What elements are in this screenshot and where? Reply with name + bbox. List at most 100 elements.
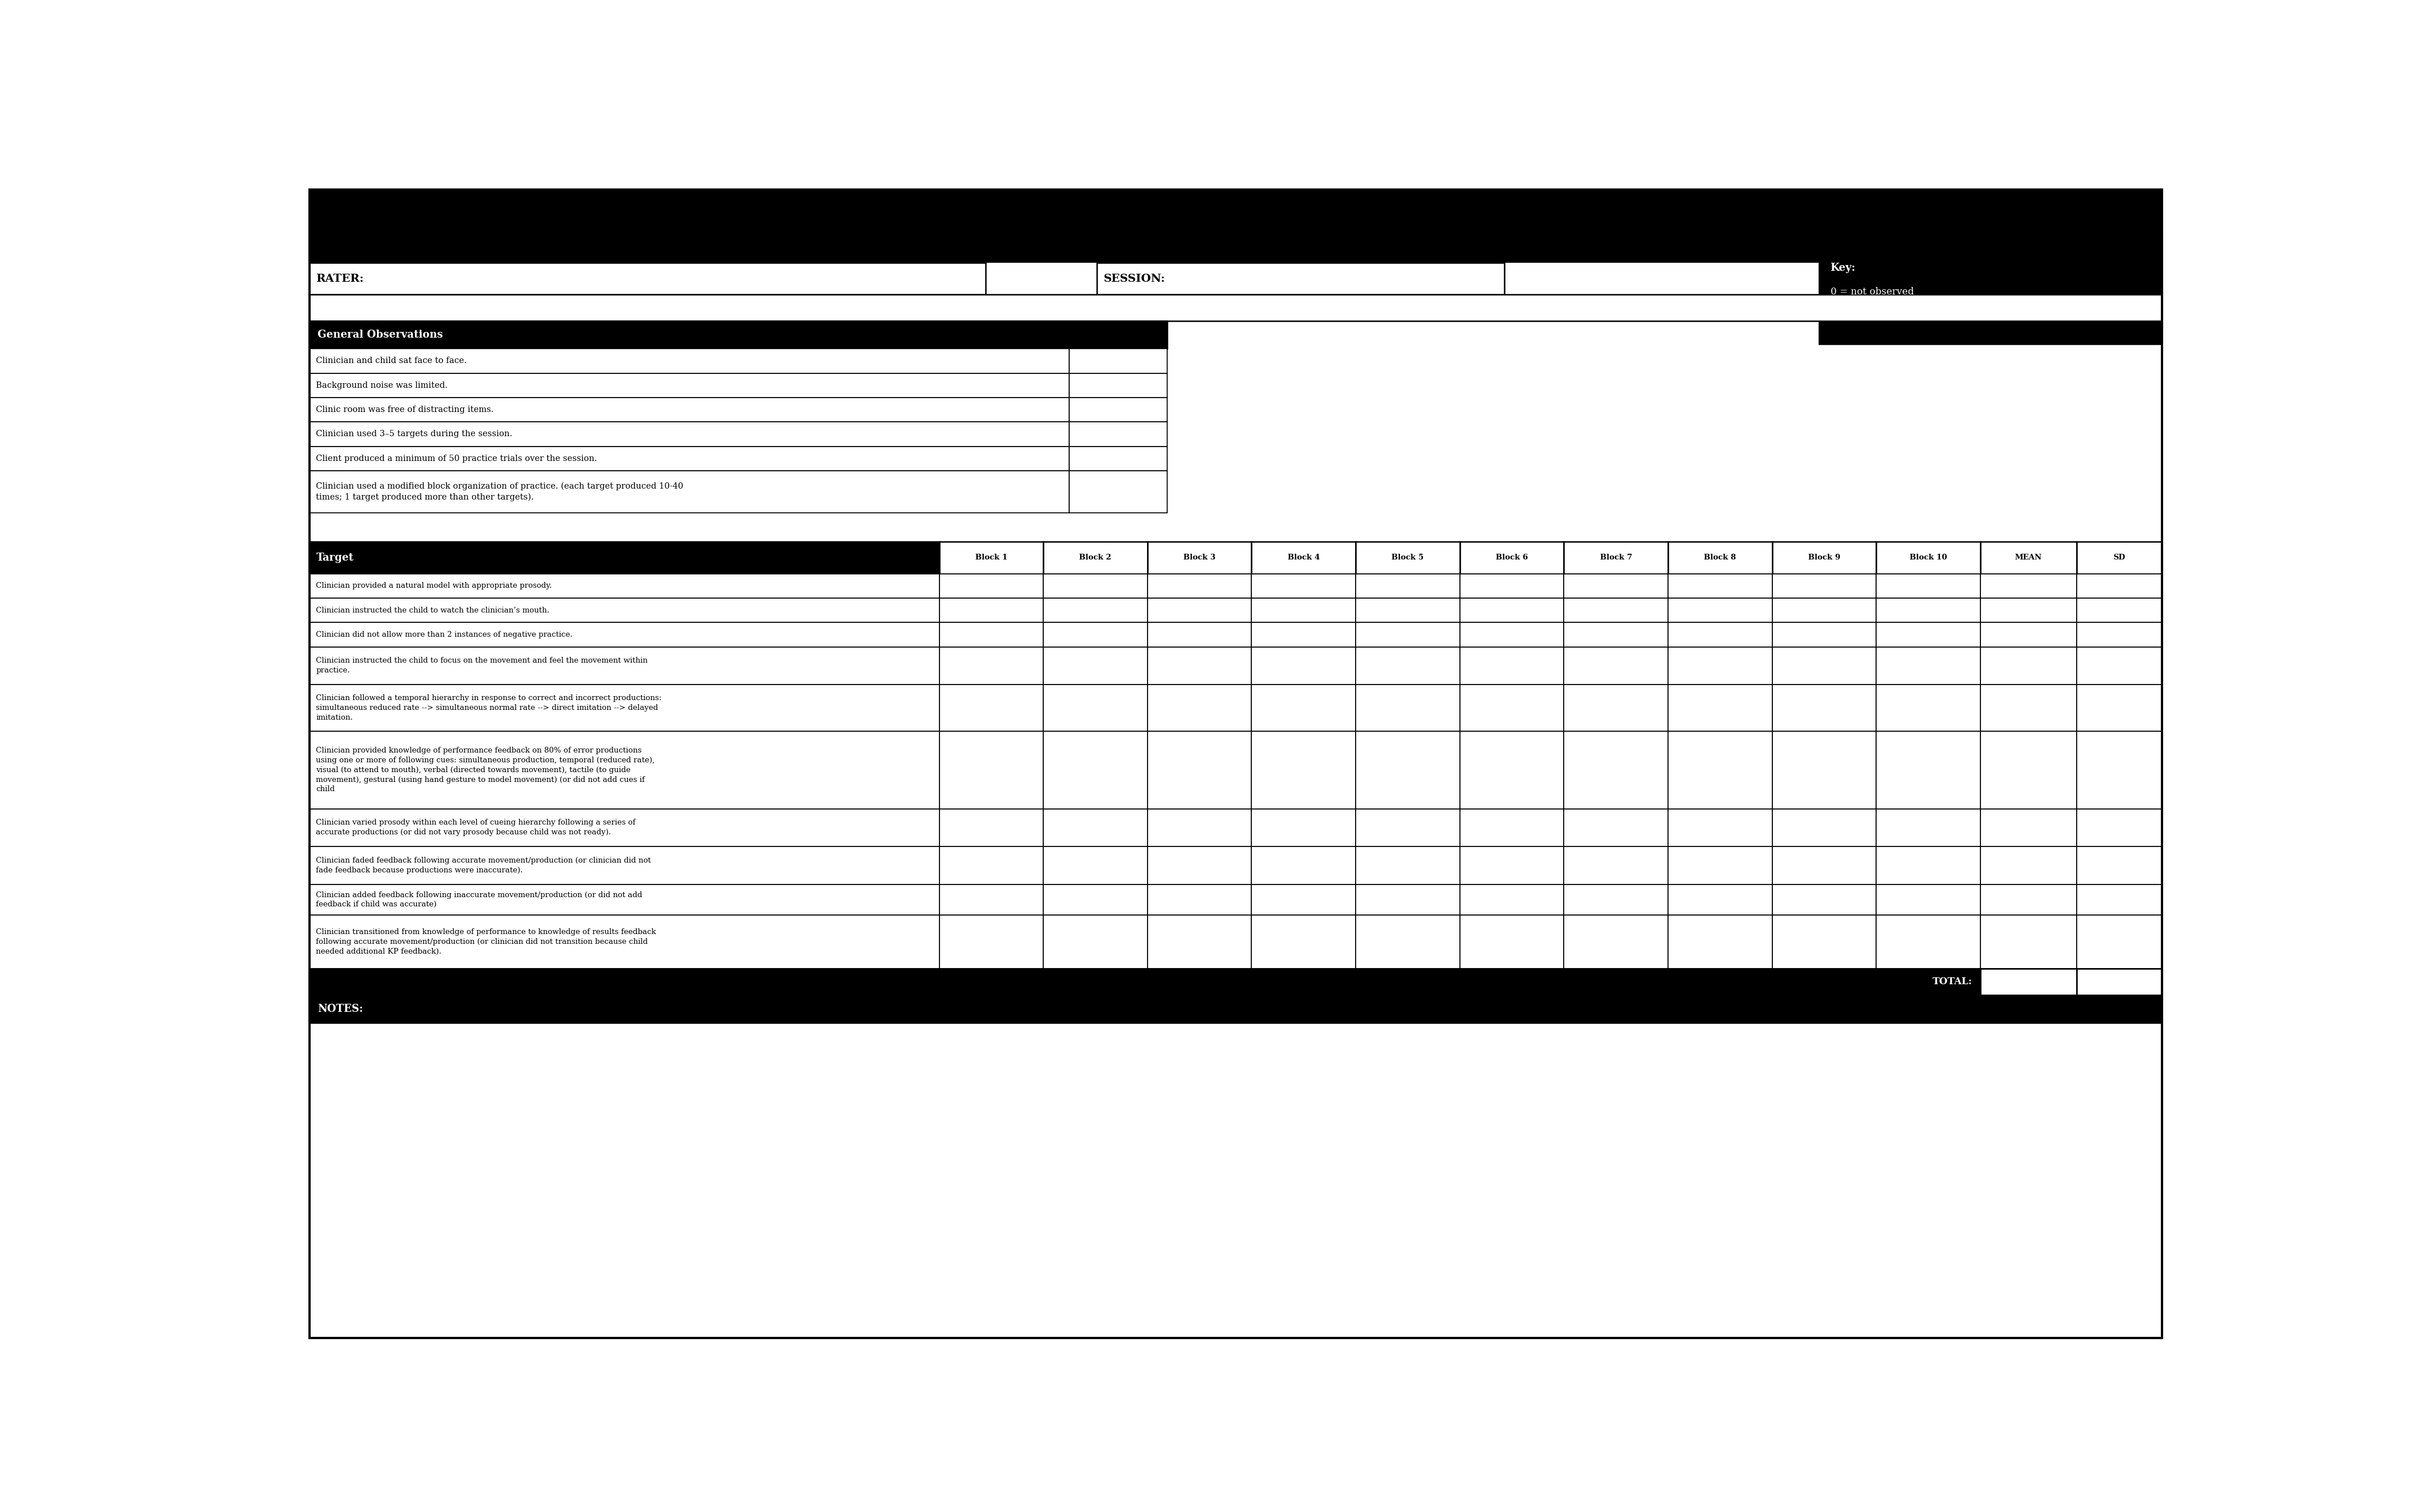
Bar xyxy=(1459,809,1565,847)
Bar xyxy=(1044,599,1148,623)
Bar xyxy=(1355,885,1459,915)
Bar xyxy=(1876,809,1979,847)
Bar xyxy=(940,599,1044,623)
Bar xyxy=(1355,599,1459,623)
Bar xyxy=(1148,573,1251,599)
Bar xyxy=(1459,732,1565,809)
Bar xyxy=(1355,573,1459,599)
Bar xyxy=(2076,915,2163,969)
Bar xyxy=(1820,231,2163,343)
Bar xyxy=(1772,732,1876,809)
Bar xyxy=(309,263,986,295)
Bar xyxy=(1068,398,1167,422)
Text: TOTAL:: TOTAL: xyxy=(1934,977,1972,987)
Bar xyxy=(1044,685,1148,732)
Bar xyxy=(1772,915,1876,969)
Text: Clinician varied prosody within each level of cueing hierarchy following a serie: Clinician varied prosody within each lev… xyxy=(316,820,637,836)
Bar xyxy=(1668,573,1772,599)
Text: 1 = observed: 1 = observed xyxy=(1830,311,1895,321)
Bar xyxy=(1565,599,1668,623)
Bar xyxy=(1668,885,1772,915)
Bar xyxy=(1044,885,1148,915)
Bar xyxy=(309,847,940,885)
Bar xyxy=(1772,647,1876,685)
Bar xyxy=(1772,809,1876,847)
Bar xyxy=(1148,623,1251,647)
Bar xyxy=(1251,809,1355,847)
Bar xyxy=(1251,885,1355,915)
Bar xyxy=(1148,732,1251,809)
Bar xyxy=(1668,685,1772,732)
Bar xyxy=(940,915,1044,969)
Text: MEAN: MEAN xyxy=(2016,553,2042,561)
Bar xyxy=(1565,623,1668,647)
Bar xyxy=(1565,732,1668,809)
Bar xyxy=(1876,573,1979,599)
Text: Clinician provided knowledge of performance feedback on 80% of error productions: Clinician provided knowledge of performa… xyxy=(316,747,656,794)
Bar xyxy=(309,885,940,915)
Bar xyxy=(2076,647,2163,685)
Text: Clinician transitioned from knowledge of performance to knowledge of results fee: Clinician transitioned from knowledge of… xyxy=(316,928,656,956)
Bar xyxy=(1565,685,1668,732)
Bar xyxy=(1565,573,1668,599)
Bar xyxy=(1459,915,1565,969)
Bar xyxy=(1148,685,1251,732)
Text: Clinician used 3–5 targets during the session.: Clinician used 3–5 targets during the se… xyxy=(316,429,514,438)
Bar xyxy=(1979,573,2076,599)
Bar xyxy=(1979,915,2076,969)
Bar xyxy=(1979,809,2076,847)
Bar xyxy=(309,349,1068,373)
Bar xyxy=(1044,541,1148,573)
Text: Clinician added feedback following inaccurate movement/production (or did not ad: Clinician added feedback following inacc… xyxy=(316,891,641,909)
Bar xyxy=(1772,599,1876,623)
Bar xyxy=(309,685,940,732)
Text: Background noise was limited.: Background noise was limited. xyxy=(316,381,448,390)
Text: SD: SD xyxy=(2112,553,2127,561)
Bar xyxy=(1251,573,1355,599)
Text: RATER:: RATER: xyxy=(316,274,364,284)
Bar xyxy=(1068,349,1167,373)
Bar xyxy=(1044,647,1148,685)
Bar xyxy=(1044,573,1148,599)
Bar xyxy=(1876,541,1979,573)
Bar xyxy=(1251,685,1355,732)
Bar xyxy=(309,969,1979,995)
Bar xyxy=(1355,809,1459,847)
Bar xyxy=(1068,373,1167,398)
Bar xyxy=(1459,573,1565,599)
Bar xyxy=(1668,599,1772,623)
Bar xyxy=(940,732,1044,809)
Bar xyxy=(1044,809,1148,847)
Bar xyxy=(309,541,940,573)
Bar xyxy=(940,809,1044,847)
Bar xyxy=(1565,885,1668,915)
Bar xyxy=(1979,647,2076,685)
Bar xyxy=(1668,809,1772,847)
Bar xyxy=(1459,623,1565,647)
Bar xyxy=(1876,915,1979,969)
Bar xyxy=(309,647,940,685)
Bar xyxy=(309,1022,2163,1338)
Bar xyxy=(1979,685,2076,732)
Bar xyxy=(2076,685,2163,732)
Bar xyxy=(1459,599,1565,623)
Bar xyxy=(1772,541,1876,573)
Text: Block 4: Block 4 xyxy=(1287,553,1319,561)
Text: Clinic room was free of distracting items.: Clinic room was free of distracting item… xyxy=(316,405,494,414)
Bar xyxy=(1772,623,1876,647)
Bar xyxy=(1565,647,1668,685)
Text: General Observations: General Observations xyxy=(318,330,444,340)
Text: Target: Target xyxy=(316,552,354,562)
Bar xyxy=(2076,847,2163,885)
Bar xyxy=(940,647,1044,685)
Bar xyxy=(1251,732,1355,809)
Bar xyxy=(2076,969,2163,995)
Bar xyxy=(1148,809,1251,847)
Bar xyxy=(1355,915,1459,969)
Bar xyxy=(1044,623,1148,647)
Text: Block 10: Block 10 xyxy=(1910,553,1948,561)
Text: SESSION:: SESSION: xyxy=(1104,274,1165,284)
Bar xyxy=(1565,541,1668,573)
Bar xyxy=(1979,623,2076,647)
Bar xyxy=(309,321,1167,349)
